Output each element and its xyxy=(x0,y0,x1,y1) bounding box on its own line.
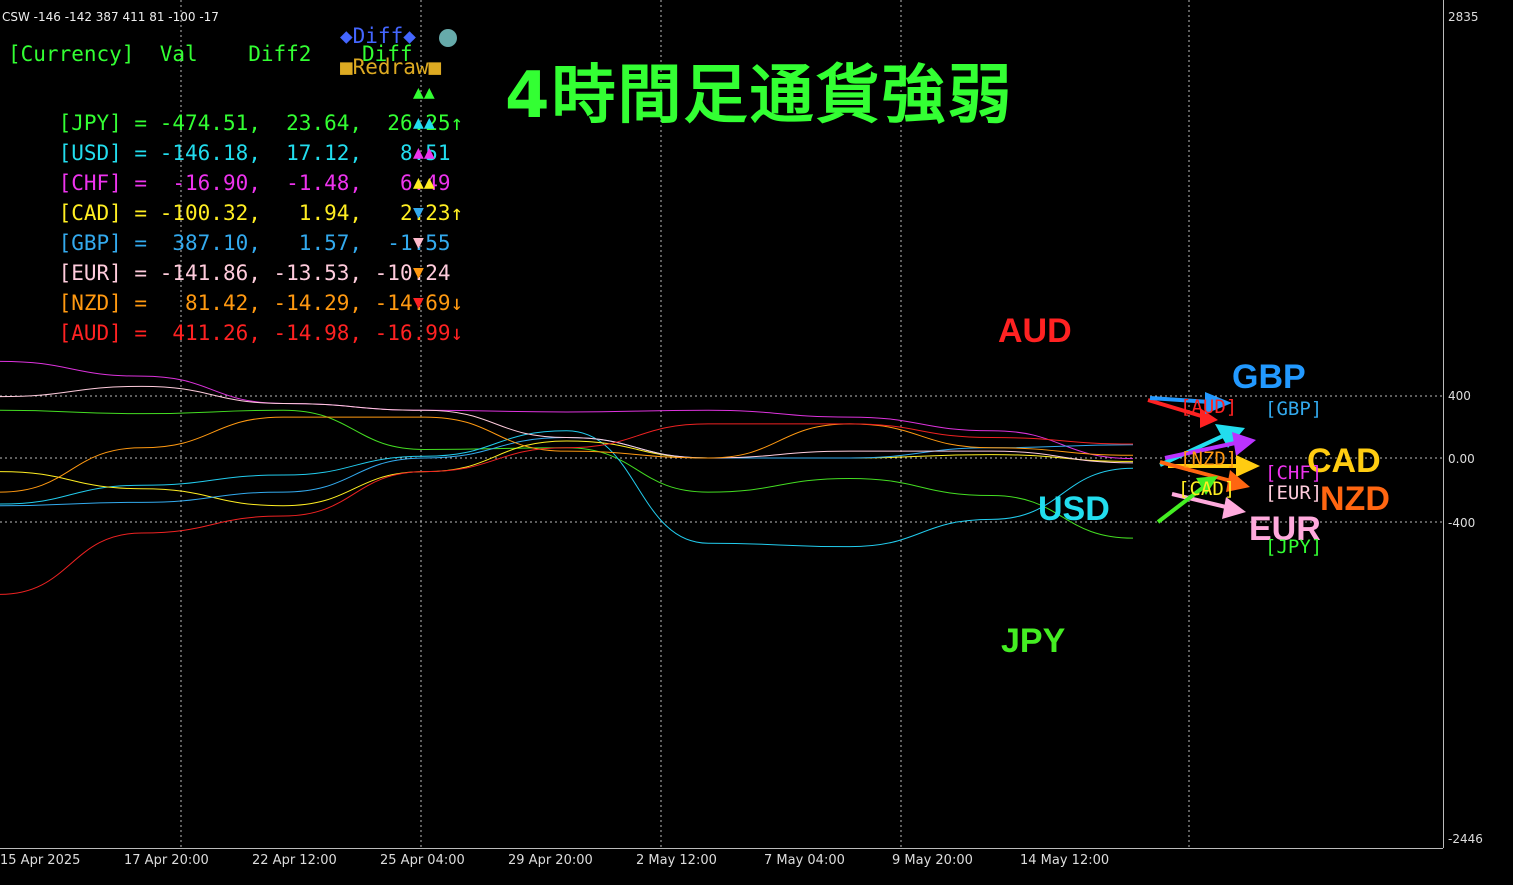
label-eur: EUR xyxy=(1249,510,1321,548)
eur-arrow-head-icon xyxy=(1222,497,1246,519)
series-line-usd xyxy=(0,430,1134,548)
x-tick: 17 Apr 20:00 xyxy=(124,853,209,868)
table-row: [CHF] = -16.90, -1.48, 6.49 ▲▲ xyxy=(8,138,463,195)
x-tick: 2 May 12:00 xyxy=(636,853,717,868)
chart-plot-area[interactable] xyxy=(0,0,1443,848)
row-trend-marks-icon: ▼ xyxy=(413,292,424,313)
small-label-cad: [CAD] xyxy=(1178,478,1236,500)
row-text: [CHF] = -16.90, -1.48, 6.49 xyxy=(58,171,464,195)
x-tick: 22 Apr 12:00 xyxy=(252,853,337,868)
x-tick: 29 Apr 20:00 xyxy=(508,853,593,868)
row-trend-marks-icon: ▲▲ xyxy=(413,142,435,163)
y-tick-neg400: -400 xyxy=(1448,516,1476,530)
usd-arrow-head-icon xyxy=(1215,424,1245,448)
table-row: [USD] = -146.18, 17.12, 8.51 ▲▲ xyxy=(8,108,463,165)
small-label-aud: [AUD] xyxy=(1180,396,1238,418)
gbp-arrow-head-icon xyxy=(1205,392,1232,414)
row-text: [GBP] = 387.10, 1.57, -1.55 xyxy=(58,231,464,255)
row-trend-marks-icon: ▲▲ xyxy=(413,112,435,133)
cad-arrow-head-icon xyxy=(1236,455,1260,477)
small-label-gbp: [GBP] xyxy=(1265,398,1323,420)
time-axis[interactable]: 15 Apr 2025 17 Apr 20:00 22 Apr 12:00 25… xyxy=(0,848,1443,885)
aud-arrow-head-icon xyxy=(1200,408,1218,428)
status-dot-icon[interactable] xyxy=(439,29,457,47)
x-tick: 25 Apr 04:00 xyxy=(380,853,465,868)
nzd-arrow-head-icon xyxy=(1226,470,1250,492)
jpy-arrow-head-icon xyxy=(1196,476,1218,495)
table-row: [EUR] = -141.86, -13.53, -10.24 ▼ xyxy=(8,228,463,285)
redraw-button[interactable]: ■Redraw■ xyxy=(340,55,442,79)
currency-table: [JPY] = -474.51, 23.64, 26.25↑ ▲▲ [USD] … xyxy=(8,78,464,345)
series-line-cad xyxy=(0,440,1134,507)
indicator-status-line: CSW -146 -142 387 411 81 -100 -17 xyxy=(2,10,219,24)
series-line-chf xyxy=(0,360,1134,460)
x-tick: 9 May 20:00 xyxy=(892,853,973,868)
row-text: [AUD] = 411.26, -14.98, -16.99↓ xyxy=(58,321,464,345)
usd-arrow-icon xyxy=(1159,433,1226,467)
label-usd: USD xyxy=(1038,490,1110,528)
series-lines xyxy=(0,360,1134,595)
jpy-arrow-icon xyxy=(1156,484,1207,524)
row-text: [NZD] = 81.42, -14.29, -14.69↓ xyxy=(58,291,464,315)
row-text: [JPY] = -474.51, 23.64, 26.25↑ xyxy=(58,111,464,135)
x-tick: 7 May 04:00 xyxy=(764,853,845,868)
label-jpy: JPY xyxy=(1001,622,1066,660)
x-tick: 14 May 12:00 xyxy=(1020,853,1110,868)
table-row: [GBP] = 387.10, 1.57, -1.55 ▼ xyxy=(8,198,463,255)
chart-title: 4時間足通貨強弱 xyxy=(505,59,1014,133)
aud-arrow-icon xyxy=(1147,398,1209,420)
row-text: [USD] = -146.18, 17.12, 8.51 xyxy=(58,141,464,165)
label-nzd: NZD xyxy=(1320,480,1390,518)
eur-arrow-icon xyxy=(1171,492,1231,510)
small-label-nzd: [NZD] xyxy=(1180,448,1238,470)
y-tick-400: 400 xyxy=(1448,389,1471,403)
price-axis[interactable]: 2835 400 0.00 -400 -2446 xyxy=(1443,0,1513,848)
nzd-arrow-icon xyxy=(1159,460,1236,484)
row-trend-marks-icon: ▲▲ xyxy=(413,82,435,103)
small-label-eur: [EUR] xyxy=(1265,482,1323,504)
row-text: [EUR] = -141.86, -13.53, -10.24 xyxy=(58,261,464,285)
gbp-arrow-icon xyxy=(1149,396,1211,404)
table-row: [NZD] = 81.42, -14.29, -14.69↓ ▼ xyxy=(8,258,464,315)
chf-arrow-head-icon xyxy=(1232,432,1256,456)
small-label-chf: [CHF] xyxy=(1265,462,1323,484)
label-gbp: GBP xyxy=(1232,358,1306,396)
series-line-eur xyxy=(0,385,1134,464)
direction-arrows xyxy=(1147,392,1260,524)
diff-button[interactable]: ◆Diff◆ xyxy=(340,24,416,48)
series-line-nzd xyxy=(0,416,1134,493)
y-tick-bottom: -2446 xyxy=(1448,832,1483,846)
row-trend-marks-icon: ▼ xyxy=(413,202,424,223)
label-aud: AUD xyxy=(998,312,1072,350)
series-line-aud xyxy=(0,423,1134,595)
table-row: [AUD] = 411.26, -14.98, -16.99↓ ▼ xyxy=(8,288,464,345)
table-row: [CAD] = -100.32, 1.94, 2.23↑ ▲▲ xyxy=(8,168,464,225)
chart-canvas xyxy=(0,0,1443,848)
row-text: [CAD] = -100.32, 1.94, 2.23↑ xyxy=(58,201,464,225)
row-trend-marks-icon: ▼ xyxy=(413,232,424,253)
label-cad: CAD xyxy=(1307,442,1381,480)
row-trend-marks-icon: ▲▲ xyxy=(413,172,435,193)
y-tick-top: 2835 xyxy=(1448,10,1479,24)
row-trend-marks-icon: ▼ xyxy=(413,262,424,283)
chf-arrow-icon xyxy=(1164,440,1241,460)
small-label-jpy: [JPY] xyxy=(1265,536,1323,558)
table-row: [JPY] = -474.51, 23.64, 26.25↑ ▲▲ xyxy=(8,78,464,135)
x-tick: 15 Apr 2025 xyxy=(0,853,81,868)
y-tick-0: 0.00 xyxy=(1448,452,1475,466)
table-header: [Currency] Val Diff2 Diff xyxy=(8,42,413,66)
